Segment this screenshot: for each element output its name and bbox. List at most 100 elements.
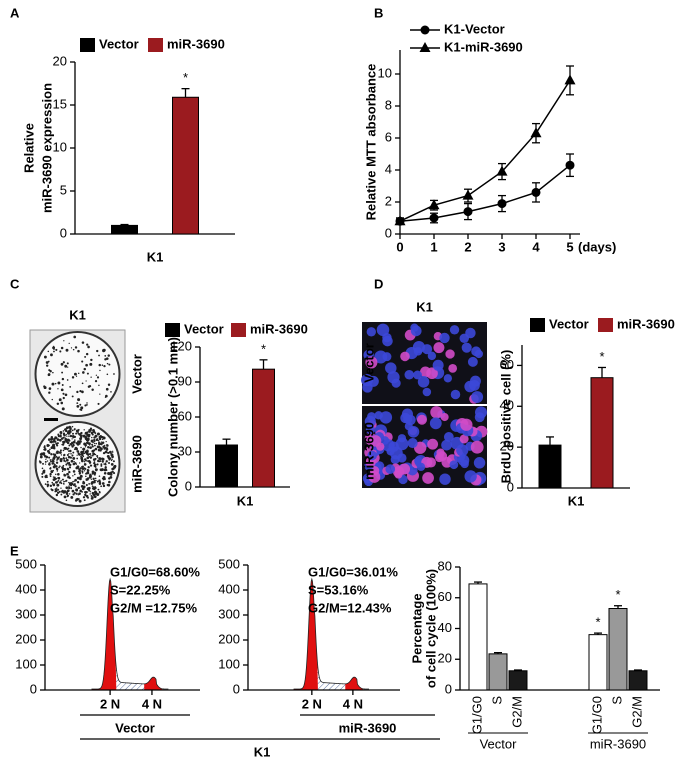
colony [52, 457, 56, 460]
y-axis-label: BrdU positive cell (%) [498, 350, 513, 484]
colony [99, 460, 102, 462]
bar [172, 96, 199, 235]
colony [60, 479, 62, 482]
colony [51, 382, 55, 386]
colony [106, 447, 109, 449]
cell [387, 371, 400, 384]
colony [111, 458, 113, 460]
y-tick-label: 15 [53, 96, 67, 111]
colony [88, 486, 91, 490]
y-tick-label: 500 [218, 556, 240, 571]
colony [50, 440, 54, 444]
colony [66, 438, 70, 442]
cell [471, 391, 484, 403]
colony [68, 470, 71, 474]
cell [433, 342, 445, 354]
colony [63, 483, 65, 485]
colony [50, 353, 53, 357]
colony [94, 447, 98, 451]
colony [91, 436, 93, 439]
colony [106, 362, 109, 365]
colony [50, 446, 54, 450]
colony [76, 405, 80, 408]
colony [79, 408, 81, 411]
colony [56, 438, 60, 441]
colony [78, 492, 81, 496]
significance-mark: * [615, 587, 620, 602]
cell [403, 414, 413, 424]
colony [104, 446, 107, 450]
colony [43, 445, 46, 449]
colony [65, 426, 69, 430]
colony [103, 472, 107, 475]
colony [59, 431, 63, 434]
y-tick-label: 0 [385, 225, 392, 240]
panel-letter: B [374, 5, 383, 20]
colony [73, 483, 76, 486]
colony [113, 472, 116, 475]
g1-peak [91, 579, 117, 690]
colony [101, 438, 104, 440]
y-tick-label: 90 [178, 373, 192, 388]
colony [59, 434, 62, 438]
colony [59, 350, 62, 353]
colony [98, 479, 101, 482]
colony [65, 486, 69, 490]
colony [86, 433, 90, 437]
colony [91, 496, 94, 499]
cell [365, 425, 375, 435]
colony [52, 465, 56, 469]
colony [88, 444, 91, 446]
colony [52, 371, 54, 374]
series-line [399, 79, 571, 222]
marker [496, 165, 508, 176]
image-row-label: Vector [129, 354, 144, 394]
phase-annotation: G1/G0=36.01% [308, 564, 398, 579]
colony [96, 493, 100, 497]
colony [80, 450, 83, 454]
colony [101, 460, 104, 463]
colony [60, 487, 62, 489]
colony [65, 348, 69, 352]
colony [85, 438, 87, 440]
colony [56, 483, 60, 487]
colony [92, 449, 95, 452]
colony [69, 434, 73, 438]
colony [96, 457, 99, 459]
colony [77, 440, 80, 444]
cell [429, 417, 442, 430]
colony [105, 387, 109, 391]
colony [44, 475, 48, 479]
colony [87, 446, 90, 449]
colony [75, 466, 79, 470]
colony [65, 458, 69, 462]
y-tick-label: 2 [385, 193, 392, 208]
colony [44, 460, 47, 463]
x-tick-label: 2 [464, 239, 471, 254]
colony [67, 433, 70, 435]
bar-label: G2/M [509, 696, 524, 728]
colony [55, 493, 59, 497]
cell [395, 437, 409, 451]
y-tick-label: 200 [15, 631, 37, 646]
colony [76, 402, 79, 405]
x-tick-label: 5 [566, 239, 573, 254]
cell [427, 438, 439, 450]
phase-annotation: S=22.25% [110, 582, 171, 597]
y-tick-label: 0 [233, 681, 240, 696]
y-tick-label: 0 [60, 225, 67, 240]
cell [456, 444, 469, 457]
y-tick-label: 5 [60, 182, 67, 197]
colony [60, 493, 63, 496]
colony [91, 433, 94, 436]
colony [88, 442, 90, 445]
colony [62, 430, 65, 432]
colony [65, 463, 68, 466]
colony [106, 373, 109, 376]
colony [57, 435, 60, 438]
cell [459, 434, 469, 444]
cell [443, 432, 454, 442]
colony [89, 493, 91, 495]
cell [417, 414, 427, 425]
colony [88, 384, 92, 388]
